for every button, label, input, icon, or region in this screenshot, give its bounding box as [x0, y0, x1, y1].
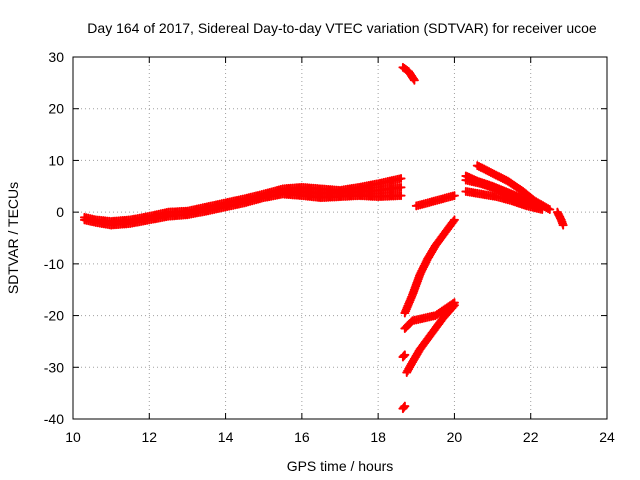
- x-tick-label: 16: [294, 429, 310, 445]
- x-tick-label: 10: [65, 429, 81, 445]
- x-tick-label: 22: [523, 429, 539, 445]
- data-point: [533, 201, 543, 211]
- y-tick-label: 20: [48, 101, 64, 117]
- x-tick-label: 12: [141, 429, 157, 445]
- data-point: [558, 220, 568, 230]
- data-point: [396, 191, 406, 201]
- data-points: [79, 62, 568, 414]
- data-point: [396, 174, 406, 184]
- data-point: [449, 215, 459, 225]
- data-point: [545, 205, 555, 215]
- y-axis-label: SDTVAR / TECUs: [5, 182, 21, 294]
- y-tick-label: -10: [44, 256, 64, 272]
- tick-labels: 10 12 14 16 18 20 22 24 30 20 10 0 -10 -20 -30 -40: [44, 49, 615, 445]
- x-tick-label: 20: [447, 429, 463, 445]
- axis-ticks: [72, 56, 608, 420]
- data-point: [449, 300, 459, 310]
- grid-lines: [73, 57, 607, 419]
- x-tick-label: 18: [370, 429, 386, 445]
- x-tick-label: 24: [599, 429, 615, 445]
- x-axis-label: GPS time / hours: [287, 458, 394, 474]
- data-point: [449, 191, 459, 201]
- y-tick-label: -20: [44, 308, 64, 324]
- y-tick-label: 0: [56, 204, 64, 220]
- y-tick-label: -30: [44, 359, 64, 375]
- data-point: [400, 350, 410, 360]
- chart-title: Day 164 of 2017, Sidereal Day-to-day VTE…: [87, 20, 597, 36]
- data-point: [400, 401, 410, 411]
- data-point: [409, 75, 419, 85]
- x-tick-label: 14: [218, 429, 234, 445]
- y-tick-label: -40: [44, 411, 64, 427]
- y-tick-label: 30: [48, 49, 64, 65]
- data-point: [396, 182, 406, 192]
- plot-frame: [72, 56, 608, 420]
- y-tick-label: 10: [48, 152, 64, 168]
